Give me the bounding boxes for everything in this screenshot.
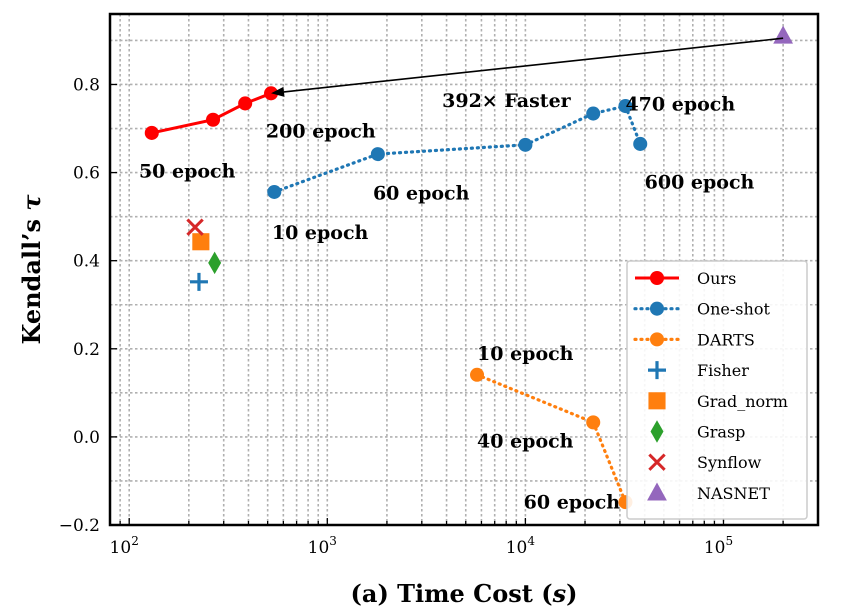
data-point — [773, 25, 794, 44]
data-point — [189, 272, 208, 291]
x-tick-label-1: 103 — [308, 534, 337, 558]
series-nasnet — [773, 25, 794, 44]
annotation-label: 60 epoch — [373, 182, 470, 204]
y-tick-label-5: 0.8 — [73, 75, 100, 95]
annotation-label: 392× Faster — [442, 90, 572, 112]
data-point — [370, 147, 385, 162]
plot-frame — [108, 12, 820, 527]
axis-ticks: 102 103 104 105 −0.2 0.0 0.2 0.4 0.6 0.8 — [59, 75, 819, 558]
series-grasp — [208, 251, 222, 275]
data-point — [206, 112, 221, 127]
data-point — [586, 106, 601, 121]
legend-marker — [648, 361, 666, 380]
annotation-label: 50 epoch — [139, 160, 236, 182]
speedup-arrow — [271, 37, 784, 97]
legend-entry: DARTS — [633, 330, 755, 349]
legend-label: Ours — [697, 269, 736, 288]
legend-label: One-shot — [697, 300, 770, 319]
arrow-shaft — [283, 37, 784, 93]
x-tick-label-2: 104 — [506, 534, 536, 558]
legend-label: Fisher — [697, 361, 749, 380]
legend-marker — [649, 301, 665, 316]
x-axis-label: (a) Time Cost (s) — [351, 579, 578, 608]
legend-marker — [648, 453, 666, 471]
legend: Ours One-shot DARTS Fisher Grad_norm Grasp Syn… — [626, 260, 808, 520]
legend-marker — [647, 482, 667, 501]
legend-label: NASNET — [697, 484, 770, 503]
data-point — [192, 233, 210, 251]
legend-label: Grasp — [697, 423, 745, 442]
data-point — [267, 184, 282, 199]
data-point — [633, 136, 648, 151]
y-tick-label-0: −0.2 — [59, 516, 100, 536]
legend-entry: NASNET — [647, 482, 770, 503]
legend-entry: Grasp — [650, 420, 745, 443]
series-grad-norm — [192, 233, 210, 251]
legend-marker — [650, 420, 664, 443]
legend-entry: Ours — [635, 269, 736, 288]
data-point — [144, 125, 159, 140]
legend-entry: Synflow — [648, 453, 762, 472]
legend-label: Grad_norm — [697, 392, 788, 411]
series-fisher — [189, 272, 208, 291]
legend-label: Synflow — [697, 453, 762, 472]
data-point — [208, 251, 222, 275]
series-line — [151, 91, 272, 135]
x-tick-label-3: 105 — [704, 534, 733, 558]
data-point — [238, 96, 253, 111]
series-synflow — [186, 218, 204, 236]
arrow-head — [271, 86, 285, 97]
annotation-label: 40 epoch — [477, 430, 574, 452]
data-point — [186, 218, 204, 236]
annotation-label: 200 epoch — [266, 121, 376, 143]
y-tick-label-3: 0.4 — [73, 252, 100, 272]
series-ours — [144, 86, 279, 140]
legend-marker — [648, 392, 666, 410]
y-axis-label: Kendall’s τ — [17, 194, 46, 345]
data-point — [586, 415, 601, 430]
data-point — [618, 99, 633, 114]
legend-entry: Grad_norm — [648, 392, 788, 411]
legend-marker — [649, 332, 665, 347]
y-tick-label-2: 0.2 — [73, 340, 100, 360]
annotation-label: 10 epoch — [272, 222, 369, 244]
legend-entry: Fisher — [648, 361, 749, 380]
annotation-label: 10 epoch — [477, 343, 574, 365]
data-point — [518, 137, 533, 152]
y-tick-label-1: 0.0 — [73, 428, 100, 448]
legend-box — [626, 260, 808, 520]
y-tick-label-4: 0.6 — [73, 164, 100, 184]
annotation-label: 600 epoch — [645, 171, 755, 193]
data-point — [470, 367, 485, 382]
legend-label: DARTS — [697, 330, 755, 349]
annotation-label: 60 epoch — [524, 492, 621, 514]
legend-marker — [649, 270, 665, 286]
annotation-label: 470 epoch — [625, 93, 735, 115]
x-tick-label-0: 102 — [110, 534, 139, 558]
legend-entry: One-shot — [633, 300, 770, 319]
series-one-shot — [267, 99, 648, 199]
